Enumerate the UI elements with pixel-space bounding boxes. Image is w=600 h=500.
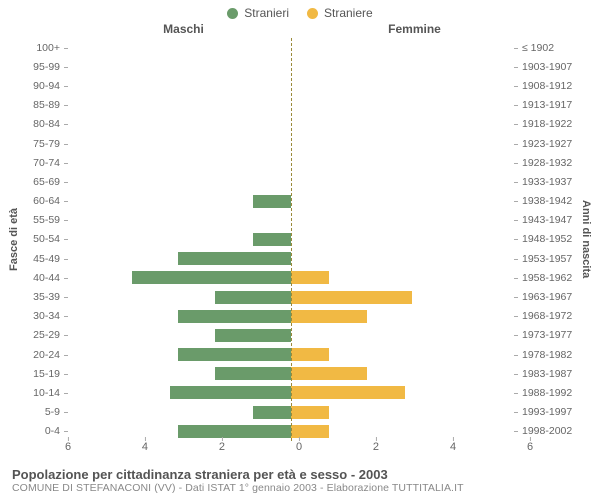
age-label: 5-9	[22, 403, 64, 422]
birth-label: 1943-1947	[518, 211, 578, 230]
x-tick: 6	[65, 441, 71, 453]
chart-title: Popolazione per cittadinanza straniera p…	[12, 467, 590, 482]
bar-male	[215, 367, 291, 380]
bar-male	[253, 406, 291, 419]
age-label: 30-34	[22, 307, 64, 326]
age-label: 85-89	[22, 96, 64, 115]
header-female: Femmine	[299, 22, 530, 36]
y-axis-right: ≤ 19021903-19071908-19121913-19171918-19…	[518, 38, 578, 441]
legend-item-female: Straniere	[307, 6, 373, 20]
bar-male	[178, 252, 292, 265]
age-label: 35-39	[22, 287, 64, 306]
age-label: 65-69	[22, 172, 64, 191]
x-axis: 6 4 2 0 2 4 6	[0, 441, 600, 463]
plot-area: Fasce di età 100+95-9990-9485-8980-8475-…	[0, 38, 600, 441]
age-label: 0-4	[22, 422, 64, 441]
plot	[64, 38, 518, 441]
bar-female	[291, 291, 412, 304]
bar-female	[291, 406, 329, 419]
birth-label: 1923-1927	[518, 134, 578, 153]
birth-label: 1998-2002	[518, 422, 578, 441]
bar-male	[132, 271, 291, 284]
column-headers: Maschi Femmine	[0, 22, 600, 38]
center-divider	[291, 38, 292, 441]
age-label: 50-54	[22, 230, 64, 249]
bar-female	[291, 367, 367, 380]
bar-male	[253, 195, 291, 208]
y-axis-title-left: Fasce di età	[6, 38, 22, 441]
age-label: 55-59	[22, 211, 64, 230]
legend-label-female: Straniere	[324, 6, 373, 20]
bar-male	[253, 233, 291, 246]
x-tick: 4	[142, 441, 148, 453]
x-tick: 2	[373, 441, 379, 453]
population-pyramid-chart: Stranieri Straniere Maschi Femmine Fasce…	[0, 0, 600, 500]
birth-label: 1953-1957	[518, 249, 578, 268]
bar-female	[291, 386, 405, 399]
birth-label: 1988-1992	[518, 383, 578, 402]
birth-label: 1963-1967	[518, 287, 578, 306]
age-label: 45-49	[22, 249, 64, 268]
age-label: 20-24	[22, 345, 64, 364]
birth-label: 1918-1922	[518, 115, 578, 134]
bar-female	[291, 425, 329, 438]
age-label: 25-29	[22, 326, 64, 345]
bar-male	[178, 310, 292, 323]
age-label: 95-99	[22, 57, 64, 76]
titles: Popolazione per cittadinanza straniera p…	[0, 463, 600, 500]
birth-label: 1903-1907	[518, 57, 578, 76]
y-axis-title-right: Anni di nascita	[578, 38, 594, 441]
x-tick: 4	[450, 441, 456, 453]
birth-label: 1948-1952	[518, 230, 578, 249]
age-label: 90-94	[22, 76, 64, 95]
age-label: 80-84	[22, 115, 64, 134]
age-label: 70-74	[22, 153, 64, 172]
age-label: 60-64	[22, 192, 64, 211]
birth-label: 1993-1997	[518, 403, 578, 422]
legend-item-male: Stranieri	[227, 6, 289, 20]
birth-label: 1938-1942	[518, 192, 578, 211]
age-label: 40-44	[22, 268, 64, 287]
bar-male	[178, 425, 292, 438]
birth-label: 1928-1932	[518, 153, 578, 172]
legend-swatch-male	[227, 8, 238, 19]
x-tick: 0	[296, 441, 302, 453]
birth-label: 1913-1917	[518, 96, 578, 115]
birth-label: 1933-1937	[518, 172, 578, 191]
x-tick: 6	[527, 441, 533, 453]
birth-label: 1908-1912	[518, 76, 578, 95]
birth-label: 1978-1982	[518, 345, 578, 364]
birth-label: 1958-1962	[518, 268, 578, 287]
bar-male	[178, 348, 292, 361]
birth-label: 1983-1987	[518, 364, 578, 383]
birth-label: 1968-1972	[518, 307, 578, 326]
bar-female	[291, 271, 329, 284]
y-axis-left: 100+95-9990-9485-8980-8475-7970-7465-696…	[22, 38, 64, 441]
age-label: 75-79	[22, 134, 64, 153]
bar-male	[170, 386, 291, 399]
bar-male	[215, 329, 291, 342]
age-label: 15-19	[22, 364, 64, 383]
chart-subtitle: COMUNE DI STEFANACONI (VV) - Dati ISTAT …	[12, 482, 590, 494]
legend-label-male: Stranieri	[244, 6, 289, 20]
age-label: 10-14	[22, 383, 64, 402]
bar-female	[291, 348, 329, 361]
bar-female	[291, 310, 367, 323]
legend-swatch-female	[307, 8, 318, 19]
age-label: 100+	[22, 38, 64, 57]
legend: Stranieri Straniere	[0, 0, 600, 22]
bar-male	[215, 291, 291, 304]
birth-label: ≤ 1902	[518, 38, 578, 57]
birth-label: 1973-1977	[518, 326, 578, 345]
header-male: Maschi	[68, 22, 299, 36]
x-tick: 2	[219, 441, 225, 453]
